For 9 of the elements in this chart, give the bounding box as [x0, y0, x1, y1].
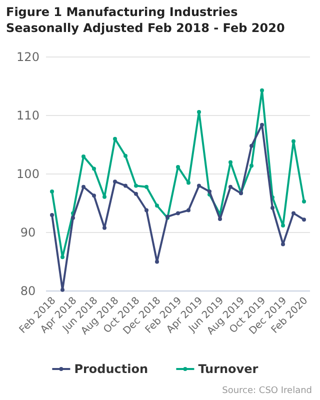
- y-tick-label: 80: [20, 284, 36, 298]
- chart-title: Figure 1 Manufacturing Industries Seasonally Adjusted Feb 2018 - Feb 2020: [6, 5, 285, 35]
- legend-label: Turnover: [198, 362, 258, 376]
- y-tick-label: 110: [16, 108, 40, 122]
- y-tick-label: 90: [20, 226, 36, 240]
- source-note: Source: CSO Ireland: [222, 386, 312, 396]
- y-tick-label: 120: [16, 50, 40, 64]
- y-tick-label: 100: [16, 167, 40, 181]
- legend-label: Production: [74, 362, 148, 376]
